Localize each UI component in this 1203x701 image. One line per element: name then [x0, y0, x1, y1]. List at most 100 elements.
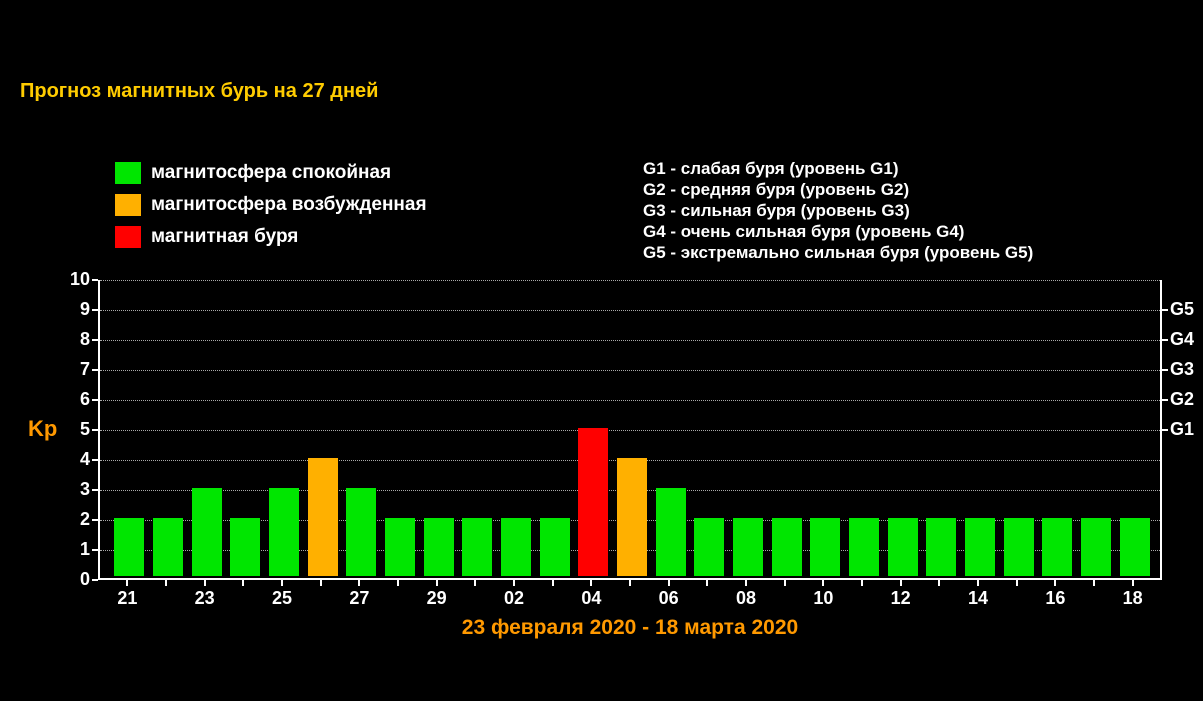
chart-area: 012345678910G1G2G3G4G5212325272902040608… — [98, 280, 1162, 580]
legend-swatch — [115, 162, 141, 184]
kp-bar — [1120, 518, 1150, 576]
x-tick — [822, 580, 824, 586]
x-tick — [320, 580, 322, 586]
kp-bar — [733, 518, 763, 576]
x-tick-label: 18 — [1123, 588, 1143, 609]
kp-bar — [617, 458, 647, 576]
y-tick — [92, 579, 98, 581]
x-tick — [436, 580, 438, 586]
legend-label: магнитосфера возбужденная — [151, 194, 427, 216]
page-title: Прогноз магнитных бурь на 27 дней — [20, 80, 378, 103]
x-tick — [706, 580, 708, 586]
g-scale-row: G3 - сильная буря (уровень G3) — [643, 200, 1033, 221]
x-tick — [204, 580, 206, 586]
plot-rect — [98, 280, 1162, 580]
x-tick — [784, 580, 786, 586]
x-tick — [397, 580, 399, 586]
y-tick — [92, 549, 98, 551]
x-tick — [552, 580, 554, 586]
kp-bar — [656, 488, 686, 576]
g-scale-row: G2 - средняя буря (уровень G2) — [643, 179, 1033, 200]
legend-row: магнитосфера возбужденная — [115, 192, 427, 218]
g-scale-row: G1 - слабая буря (уровень G1) — [643, 158, 1033, 179]
x-tick — [165, 580, 167, 586]
x-tick — [900, 580, 902, 586]
x-tick — [629, 580, 631, 586]
x-tick — [861, 580, 863, 586]
y2-tick — [1162, 369, 1168, 371]
y2-tick — [1162, 429, 1168, 431]
g-level-label: G5 — [1170, 299, 1203, 320]
legend-swatch — [115, 226, 141, 248]
x-tick — [1054, 580, 1056, 586]
gridline — [100, 400, 1160, 401]
kp-bar — [269, 488, 299, 576]
x-tick-label: 14 — [968, 588, 988, 609]
y-tick — [92, 489, 98, 491]
x-tick — [745, 580, 747, 586]
y-tick-label: 2 — [62, 509, 90, 530]
legend-label: магнитосфера спокойная — [151, 162, 391, 184]
kp-bar — [694, 518, 724, 576]
kp-bar — [114, 518, 144, 576]
legend-row: магнитная буря — [115, 224, 427, 250]
x-tick — [126, 580, 128, 586]
y-tick — [92, 279, 98, 281]
x-tick — [1016, 580, 1018, 586]
y-tick — [92, 309, 98, 311]
x-tick-label: 25 — [272, 588, 292, 609]
legend-swatch — [115, 194, 141, 216]
x-tick-label: 27 — [349, 588, 369, 609]
gridline — [100, 310, 1160, 311]
kp-bar — [849, 518, 879, 576]
y-tick-label: 3 — [62, 479, 90, 500]
kp-bar — [346, 488, 376, 576]
x-tick-label: 02 — [504, 588, 524, 609]
y-axis-title: Kp — [28, 416, 57, 442]
x-tick-label: 04 — [581, 588, 601, 609]
x-tick — [590, 580, 592, 586]
y-tick — [92, 339, 98, 341]
x-tick-label: 10 — [813, 588, 833, 609]
kp-bar — [192, 488, 222, 576]
x-tick-label: 21 — [117, 588, 137, 609]
legend-row: магнитосфера спокойная — [115, 160, 427, 186]
y-tick-label: 10 — [62, 269, 90, 290]
legend-g-scale: G1 - слабая буря (уровень G1)G2 - средня… — [643, 158, 1033, 263]
x-tick-label: 16 — [1045, 588, 1065, 609]
y-tick-label: 7 — [62, 359, 90, 380]
g-level-label: G1 — [1170, 419, 1203, 440]
kp-bar — [926, 518, 956, 576]
y-tick — [92, 429, 98, 431]
kp-bar — [462, 518, 492, 576]
gridline — [100, 280, 1160, 281]
x-tick-label: 06 — [659, 588, 679, 609]
x-tick — [358, 580, 360, 586]
y-tick-label: 5 — [62, 419, 90, 440]
kp-bar — [1042, 518, 1072, 576]
kp-bar — [385, 518, 415, 576]
x-tick-label: 23 — [195, 588, 215, 609]
kp-bar — [1004, 518, 1034, 576]
kp-bar — [772, 518, 802, 576]
kp-bar — [153, 518, 183, 576]
x-tick-label: 29 — [427, 588, 447, 609]
y2-tick — [1162, 339, 1168, 341]
x-tick — [1132, 580, 1134, 586]
y-tick-label: 4 — [62, 449, 90, 470]
legend-color-key: магнитосфера спокойная магнитосфера возбу… — [115, 160, 427, 256]
y-tick — [92, 519, 98, 521]
y-tick — [92, 459, 98, 461]
x-tick — [668, 580, 670, 586]
x-axis-subtitle: 23 февраля 2020 - 18 марта 2020 — [98, 616, 1162, 640]
x-tick — [242, 580, 244, 586]
g-level-label: G2 — [1170, 389, 1203, 410]
x-tick — [513, 580, 515, 586]
x-tick — [474, 580, 476, 586]
legend-label: магнитная буря — [151, 226, 298, 248]
g-scale-row: G4 - очень сильная буря (уровень G4) — [643, 221, 1033, 242]
y-tick — [92, 399, 98, 401]
gridline — [100, 430, 1160, 431]
kp-bar — [501, 518, 531, 576]
y-tick-label: 0 — [62, 569, 90, 590]
